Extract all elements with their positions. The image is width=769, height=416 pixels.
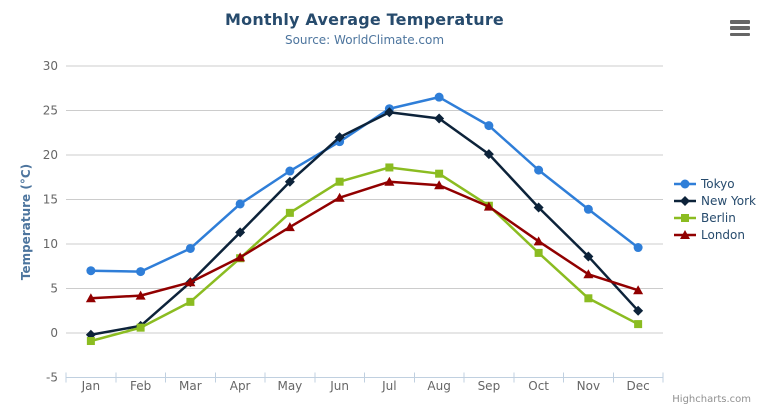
series-tokyo	[86, 92, 643, 277]
y-axis-tick-label: 5	[50, 282, 58, 296]
x-axis-tick-label: Apr	[230, 379, 251, 393]
x-axis-tick-label: Mar	[179, 379, 202, 393]
y-axis-tick-label: 25	[43, 104, 58, 118]
chart-title: Monthly Average Temperature	[225, 10, 504, 29]
legend: Tokyo New York Berlin London	[674, 177, 756, 242]
legend-label: Berlin	[701, 211, 736, 225]
x-axis-tick-label: Aug	[427, 379, 450, 393]
hamburger-icon	[730, 20, 750, 24]
x-axis-tick-label: Feb	[130, 379, 151, 393]
y-axis-tick-label: 0	[50, 326, 58, 340]
series-new-york	[85, 107, 644, 340]
x-axis-tick-label: Oct	[528, 379, 549, 393]
export-menu-button[interactable]	[730, 20, 750, 36]
diamond-marker-icon	[674, 196, 696, 206]
gridlines	[66, 65, 663, 378]
x-axis-tick-label: May	[277, 379, 302, 393]
legend-label: Tokyo	[701, 177, 735, 191]
x-axis-tick-label: Dec	[627, 379, 650, 393]
y-axis-title: Temperature (°C)	[19, 164, 33, 280]
chart-subtitle: Source: WorldClimate.com	[284, 33, 445, 47]
series-london	[85, 176, 644, 303]
legend-item-london[interactable]: London	[674, 228, 756, 242]
x-axis	[65, 372, 664, 383]
square-marker-icon	[674, 214, 696, 222]
legend-label: New York	[701, 194, 756, 208]
circle-marker-icon	[674, 179, 696, 189]
x-axis-labels: Jan Feb Mar Apr May Jun Jul Aug Sep Oct Nov Dec	[81, 379, 650, 393]
y-axis-tick-label: 30	[43, 59, 58, 73]
y-axis-labels: -5 0 5 10 15 20 25 30	[43, 59, 58, 385]
y-axis-tick-label: 10	[43, 237, 58, 251]
y-axis-tick-label: -5	[46, 371, 58, 385]
triangle-marker-icon	[674, 230, 696, 239]
legend-label: London	[701, 228, 745, 242]
legend-item-new-york[interactable]: New York	[674, 194, 756, 208]
legend-item-tokyo[interactable]: Tokyo	[674, 177, 756, 191]
x-axis-tick-label: Jun	[329, 379, 349, 393]
x-axis-tick-label: Jul	[381, 379, 396, 393]
y-axis-tick-label: 20	[43, 148, 58, 162]
hamburger-icon	[730, 26, 750, 30]
hamburger-icon	[730, 32, 750, 36]
x-axis-tick-label: Jan	[81, 379, 101, 393]
legend-item-berlin[interactable]: Berlin	[674, 211, 756, 225]
y-axis-tick-label: 15	[43, 193, 58, 207]
x-axis-tick-label: Nov	[577, 379, 600, 393]
credits-link[interactable]: Highcharts.com	[672, 394, 751, 405]
x-axis-tick-label: Sep	[478, 379, 501, 393]
